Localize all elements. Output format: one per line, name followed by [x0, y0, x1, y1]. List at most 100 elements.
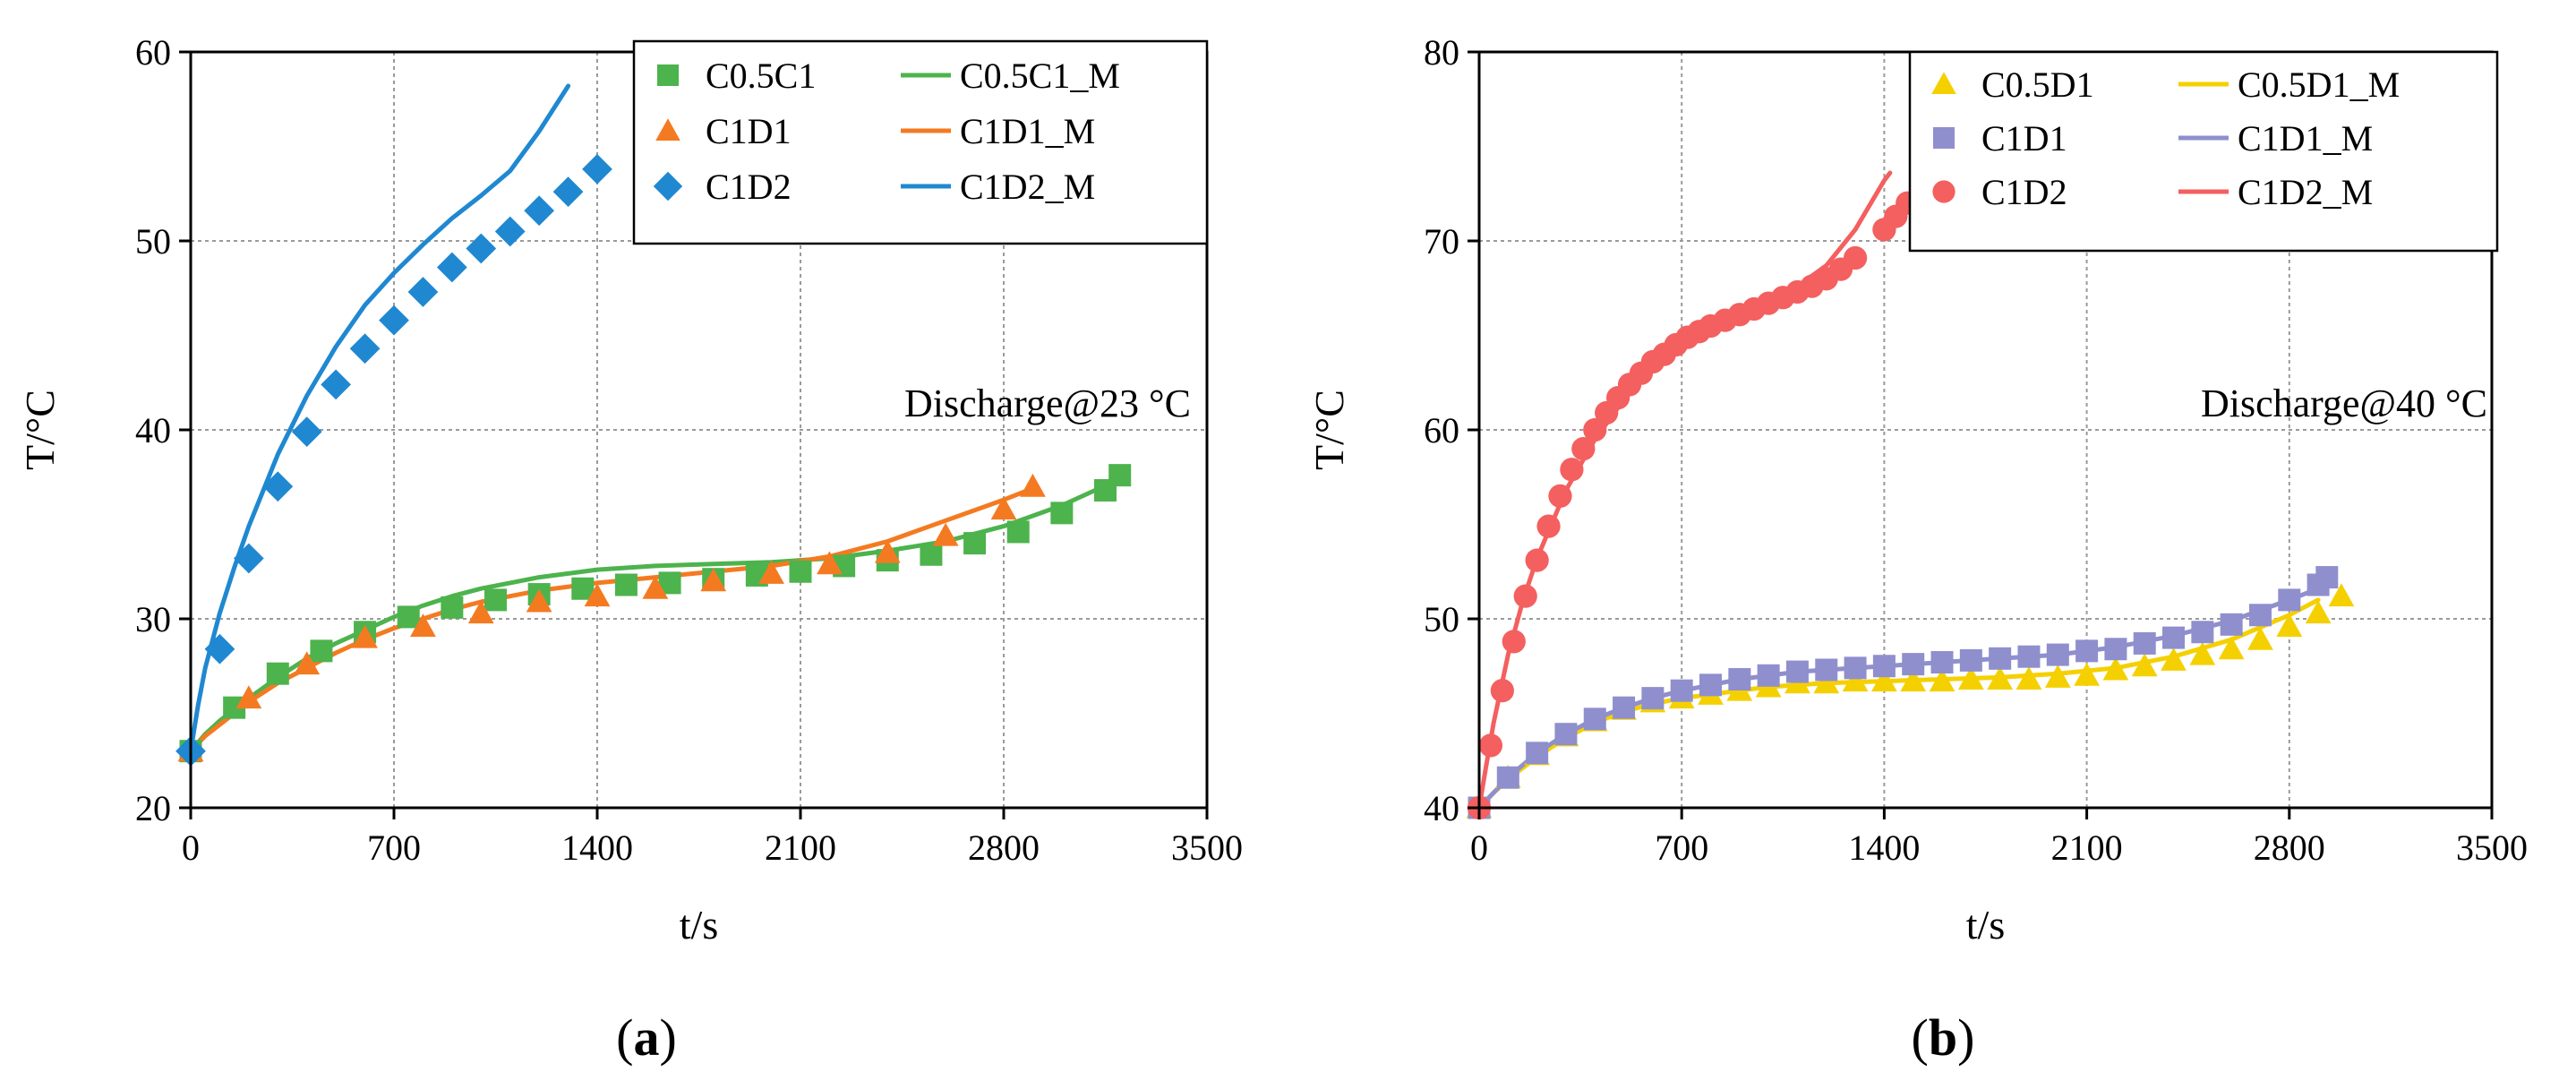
panel-a-x-axis-label: t/s: [680, 902, 718, 948]
panel-a-legend: C0.5C1 C1D1 C1D2 C0.5C1_M C1D1_M C1D2_M: [632, 39, 1209, 245]
panel-a-point-C1D2: [204, 633, 235, 665]
panel-b-point-C0.5D1: [1957, 666, 1984, 690]
panel-b-point-C1D1: [1496, 766, 1519, 789]
panel-a-point-C0.5C1: [920, 543, 943, 566]
panel-b-xtick-label: 2800: [2254, 827, 2325, 868]
panel-a-point-C1D1: [874, 539, 901, 563]
panel-a-point-C1D2: [321, 369, 352, 400]
panel-b-point-C0.5D1: [2189, 641, 2216, 665]
panel-a-point-C1D2: [379, 304, 409, 336]
panel-b-point-C1D1: [1989, 647, 2012, 670]
panel-a-ytick-label: 20: [135, 788, 171, 828]
panel-a-annotation: Discharge@23 °C: [904, 382, 1191, 425]
panel-b-point-C1D2: [1843, 245, 1868, 270]
panel-b-point-C1D2: [1525, 548, 1549, 572]
panel-a-point-C1D2: [349, 333, 381, 364]
panel-b-y-axis-label: T/°C: [1306, 390, 1352, 470]
panel-b-point-C1D2: [1548, 484, 1572, 508]
panel-b-subfigure-label: (b): [1912, 1008, 1975, 1067]
panel-b-point-C0.5D1: [2247, 626, 2273, 650]
panel-a-legend-label-C0.5C1_M: C0.5C1_M: [960, 56, 1120, 96]
panel-a-point-C1D2: [436, 252, 467, 283]
panel-b-point-C1D1: [1670, 679, 1693, 702]
panel-b-point-C1D1: [2075, 639, 2099, 663]
panel-b-point-C1D1: [1872, 655, 1896, 678]
panel-a-point-C1D1: [1020, 473, 1046, 497]
panel-a-xtick-label: 2100: [765, 827, 836, 868]
panel-a-point-C0.5C1: [789, 560, 812, 583]
panel-a-point-C1D2: [407, 277, 439, 307]
panel-a-point-C1D1: [352, 624, 378, 648]
panel-b-point-C1D1: [2220, 613, 2243, 636]
panel-b-legend-marker-C1D1: [1933, 127, 1955, 149]
panel-a-series-C1D2: [175, 153, 612, 767]
panel-b-point-C0.5D1: [1987, 666, 2014, 690]
panel-b-legend-label-C1D2_M: C1D2_M: [2238, 172, 2373, 212]
panel-b-point-C0.5D1: [2074, 662, 2100, 686]
panel-b-point-C0.5D1: [1842, 668, 1869, 692]
panel-a-legend-label-C1D1: C1D1: [706, 111, 792, 151]
panel-a-point-C1D2: [466, 233, 497, 264]
panel-a-point-C1D1: [758, 560, 784, 584]
panel-b-series-C1D1: [1468, 566, 2339, 819]
panel-b-point-C1D1: [1959, 648, 1982, 672]
panel-b-ytick-label: 70: [1424, 221, 1459, 262]
panel-a-legend-label-C1D2_M: C1D2_M: [960, 167, 1095, 207]
panel-b-legend-label-C0.5D1: C0.5D1: [1981, 64, 2094, 105]
panel-a-point-C1D1: [294, 651, 321, 675]
panel-b-xtick-label: 3500: [2456, 827, 2528, 868]
panel-b-point-C1D1: [2315, 566, 2339, 589]
panel-b-point-C0.5D1: [2328, 583, 2355, 607]
panel-a-point-C1D1: [526, 588, 552, 613]
panel-b-point-C1D2: [1502, 630, 1526, 654]
panel-a-xtick-label: 2800: [968, 827, 1040, 868]
panel-a-xtick-label: 0: [182, 827, 200, 868]
panel-a-xtick-label: 3500: [1171, 827, 1243, 868]
panel-b-point-C0.5D1: [1871, 668, 1897, 692]
panel-b-series-C1D2: [1467, 191, 1920, 820]
panel-b-point-C1D2: [1536, 514, 1561, 538]
panel-b-legend-label-C1D1_M: C1D1_M: [2238, 118, 2373, 159]
panel-a-point-C0.5C1: [484, 588, 507, 612]
panel-b-point-C0.5D1: [2161, 647, 2187, 671]
panel-a-point-C0.5C1: [441, 596, 464, 619]
panel-b-point-C0.5D1: [1900, 668, 1927, 692]
panel-a-point-C1D2: [524, 195, 555, 227]
panel-a-ytick-label: 30: [135, 599, 171, 639]
panel-a-point-C1D2: [582, 153, 612, 184]
panel-b-point-C1D1: [2046, 643, 2069, 666]
panel-b-point-C1D1: [1757, 664, 1780, 687]
panel-b-point-C1D1: [1554, 723, 1578, 746]
panel-a-point-C1D1: [700, 568, 727, 592]
panel-a-point-C0.5C1: [1108, 464, 1132, 487]
panel-b-point-C1D1: [1844, 656, 1867, 680]
panel-b-point-C1D1: [1526, 742, 1549, 765]
panel-a-point-C1D1: [410, 613, 436, 637]
panel-a-series-C0.5C1: [179, 464, 1132, 763]
panel-b-point-C1D1: [2191, 621, 2214, 644]
panel-a-legend-label-C1D1_M: C1D1_M: [960, 111, 1095, 151]
panel-a-point-C1D1: [467, 600, 494, 624]
panel-b-point-C1D1: [1785, 660, 1809, 683]
panel-b-point-C1D1: [1930, 651, 1954, 674]
panel-b-point-C1D1: [1815, 658, 1838, 682]
panel-a-ytick-label: 60: [135, 32, 171, 73]
panel-a-series-line-C1D1_M: [188, 485, 1035, 754]
panel-b-point-C1D1: [1728, 668, 1751, 691]
panel-a-xtick-label: 1400: [561, 827, 633, 868]
panel-b-point-C1D2: [1583, 417, 1607, 442]
panel-b-point-C1D1: [2104, 638, 2127, 661]
panel-a-point-C0.5C1: [1006, 520, 1030, 544]
panel-a-point-C1D2: [552, 176, 584, 208]
panel-a-ytick-label: 40: [135, 410, 171, 450]
panel-a-subfigure-label: (a): [616, 1008, 677, 1067]
panel-b-point-C0.5D1: [2102, 656, 2129, 681]
panel-a-y-axis-label: T/°C: [17, 390, 63, 470]
panel-b-point-C1D1: [1613, 696, 1636, 719]
panel-a-point-C0.5C1: [397, 605, 420, 629]
panel-b-point-C1D1: [1699, 673, 1723, 697]
panel-b-point-C0.5D1: [2044, 665, 2071, 688]
panel-a-point-C1D1: [990, 496, 1017, 520]
panel-b-legend-label-C1D2: C1D2: [1981, 172, 2067, 212]
